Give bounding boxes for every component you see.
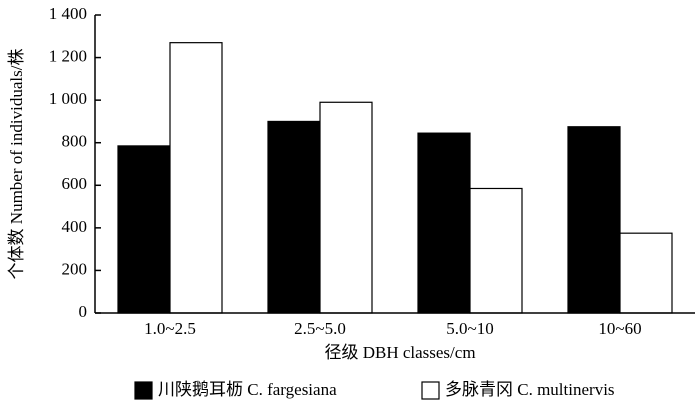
x-axis-label: 径级 DBH classes/cm xyxy=(324,343,475,362)
bar xyxy=(267,120,321,314)
bar xyxy=(567,126,621,314)
y-tick-label: 1 000 xyxy=(49,89,87,108)
bar xyxy=(469,187,523,314)
x-tick-label: 10~60 xyxy=(598,319,641,338)
legend-label: 多脉青冈 C. multinervis xyxy=(445,380,615,399)
legend-swatch xyxy=(134,381,153,400)
bar xyxy=(619,232,673,314)
y-tick-label: 800 xyxy=(62,132,88,151)
legend-swatch xyxy=(421,381,440,400)
bar xyxy=(169,42,223,314)
y-tick-label: 0 xyxy=(79,302,88,321)
legend-label: 川陕鹅耳枥 C. fargesiana xyxy=(158,380,337,399)
x-tick-label: 2.5~5.0 xyxy=(294,319,346,338)
bar xyxy=(117,145,171,314)
y-tick-label: 600 xyxy=(62,174,88,193)
bar xyxy=(417,132,471,314)
x-tick-label: 5.0~10 xyxy=(446,319,493,338)
bar xyxy=(319,101,373,314)
x-tick-label: 1.0~2.5 xyxy=(144,319,196,338)
y-tick-label: 200 xyxy=(62,259,88,278)
y-tick-label: 400 xyxy=(62,217,88,236)
y-tick-label: 1 200 xyxy=(49,46,87,65)
y-axis-label: 个体数 Number of individuals/株 xyxy=(7,49,26,280)
y-tick-label: 1 400 xyxy=(49,4,87,23)
